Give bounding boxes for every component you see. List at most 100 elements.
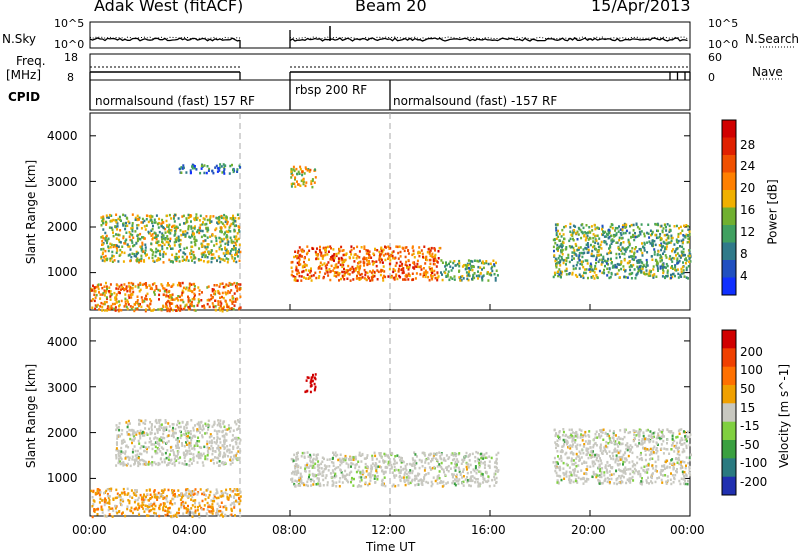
power-region-3-cell [298,254,301,257]
power-region-1-cell [239,295,242,298]
power-region-1-cell [155,287,158,290]
power-region-6-cell [590,225,593,228]
velocity-region-0-cell [192,453,195,456]
velocity-region-0-cell [147,463,150,466]
velocity-region-0-cell [218,454,221,458]
power-region-1-cell [143,300,146,303]
power-region-1-cell [101,286,104,290]
power-region-5-cell [451,266,454,270]
velocity-region-2-cell [299,466,302,469]
power-region-3-cell [326,263,329,266]
velocity-region-1-cell [111,507,114,510]
velocity-region-0-cell [218,464,221,467]
power-region-3-cell [382,276,384,280]
power-region-6-cell [665,262,668,266]
power-region-1-cell [103,302,106,306]
power-region-0-cell [144,254,147,257]
power-region-4-cell [296,172,299,176]
power-region-0-cell [238,248,240,251]
velocity-region-1-cell [153,490,156,493]
velocity-region-2-cell [313,473,316,477]
velocity-region-2-cell [351,476,353,480]
velocity-region-2-cell [450,462,453,465]
velocity-region-2-cell [436,475,439,478]
power-region-5-cell [494,276,497,280]
power-region-0-cell [225,234,228,237]
power-region-6-cell [568,260,571,264]
power-region-3-cell [367,256,370,260]
power-region-3-cell [428,279,431,282]
power-region-1-cell [225,283,228,286]
velocity-region-2-cell [415,455,418,458]
power-region-3-cell [424,269,427,273]
power-region-1-cell [120,299,123,303]
velocity-region-2-cell [410,480,413,483]
velocity-region-0-cell [144,446,147,449]
power-region-1-cell [181,298,184,302]
velocity-region-1-cell [211,507,214,510]
power-region-0-cell [107,249,110,253]
velocity-region-2-cell [395,474,398,477]
velocity-region-3-cell [304,390,307,394]
power-region-6-cell [624,250,627,253]
power-region-2-cell [205,171,208,175]
power-region-1-cell [230,289,233,292]
power-region-3-cell [358,256,361,259]
power-region-1-cell [206,299,209,302]
velocity-region-0-cell [164,419,167,422]
power-region-0-cell [220,226,223,229]
velocity-region-2-cell [436,465,439,468]
velocity-region-2-cell [359,454,362,457]
velocity-region-2-cell [391,471,394,474]
power-region-6-cell [609,246,612,249]
power-region-5-cell [440,259,443,262]
power-region-3-cell [371,277,374,280]
velocity-region-2-cell [319,482,322,485]
velocity-region-2-cell [401,459,404,463]
velocity-region-2-cell [496,470,499,473]
power-region-0-cell [153,260,156,263]
velocity-region-0-cell [228,451,231,454]
velocity-region-2-cell [303,456,306,459]
velocity-region-2-cell [480,474,483,477]
power-region-0-cell [238,243,241,247]
power-region-1-cell [232,300,235,303]
power-region-0-cell [124,224,127,228]
velocity-region-0-cell [162,440,165,444]
power-region-1-cell [217,300,220,303]
velocity-region-3-cell [309,390,312,394]
power-region-0-cell [112,245,115,249]
velocity-region-1-cell [145,495,147,499]
velocity-region-2-cell [350,462,353,465]
velocity-region-2-cell [482,481,484,484]
velocity-region-0-cell [188,446,191,449]
power-region-3-cell [392,250,395,253]
power-region-0-cell [157,240,160,243]
velocity-region-0-cell [175,459,178,462]
velocity-region-1-cell [115,488,118,492]
power-region-3-cell [325,249,327,252]
power-region-1-cell [171,293,174,296]
power-region-0-cell [114,225,117,228]
power-region-6-cell [687,228,690,231]
power-region-0-cell [238,259,241,263]
velocity-region-0-cell [155,421,158,425]
power-region-6-cell [592,233,595,236]
power-region-5-cell [469,262,471,266]
power-region-6-cell [652,265,655,268]
power-region-0-cell [193,232,195,235]
power-region-0-cell [210,253,213,256]
velocity-region-0-cell [185,436,188,440]
power-region-3-cell [394,264,397,267]
power-region-6-cell [671,236,674,240]
power-region-3-cell [301,250,304,253]
velocity-region-2-cell [356,485,359,488]
velocity-region-2-cell [466,471,469,475]
power-region-5-cell [481,260,484,263]
power-region-4-cell [299,167,302,171]
velocity-region-2-cell [403,473,406,476]
power-region-5-cell [449,260,452,263]
power-region-0-cell [160,222,163,226]
power-region-6-cell [611,240,614,243]
velocity-region-1-cell [138,505,141,508]
